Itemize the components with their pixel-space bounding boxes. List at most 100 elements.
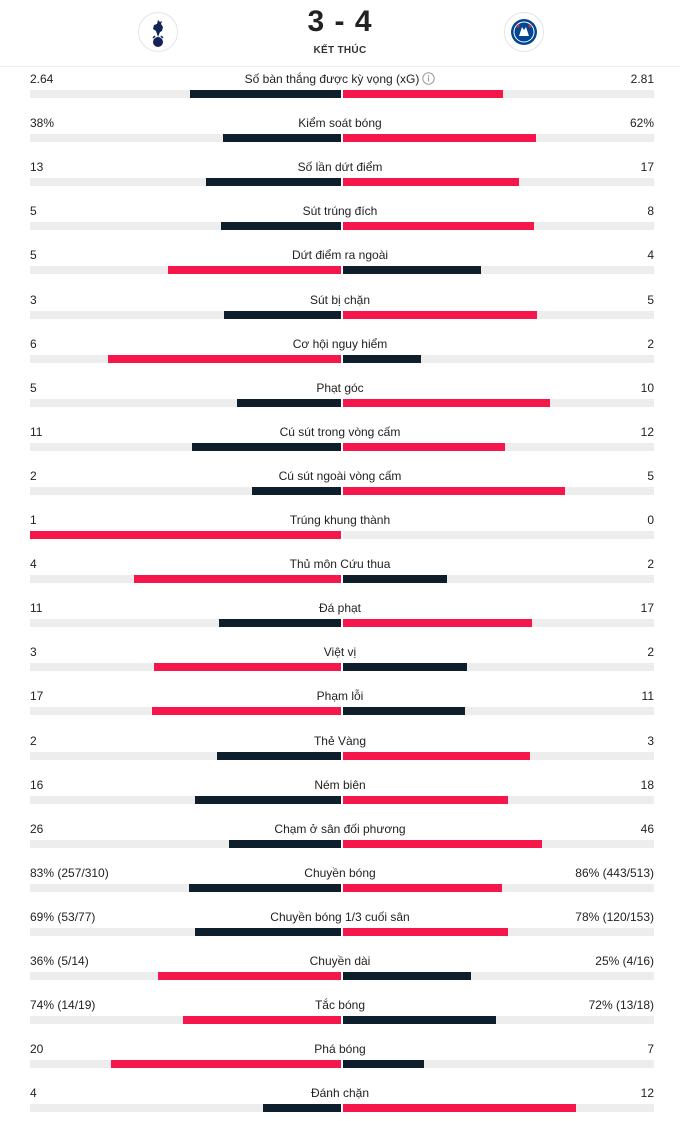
away-value: 0 (647, 513, 654, 527)
stat-bar-track (30, 1016, 654, 1025)
stat-label: Số bàn thắng được kỳ vọng (xG) (140, 72, 540, 88)
home-bar-track (30, 310, 341, 319)
stat-bar-track (30, 354, 654, 363)
stat-row: 3 Sút bị chặn 5 (0, 287, 680, 331)
home-value: 38% (30, 116, 55, 131)
away-value: 2 (647, 336, 654, 351)
home-value: 6 (30, 336, 37, 351)
away-bar (343, 972, 471, 980)
home-value: 36% (5/14) (30, 954, 89, 968)
chelsea-crest-icon[interactable] (504, 12, 544, 52)
away-value: 72% (13/18) (588, 998, 654, 1013)
stat-label: Chạm ở sân đối phương (140, 822, 540, 836)
away-value: 17 (640, 601, 654, 616)
stat-label-text: Phá bóng (314, 1042, 366, 1057)
stat-bar-track (30, 178, 654, 187)
away-value: 12 (640, 424, 654, 439)
stat-row: 2.64 Số bàn thắng được kỳ vọng (xG) 2.81 (0, 66, 680, 110)
stat-label: Cú sút ngoài vòng cấm (140, 469, 540, 483)
stat-label: Đá phạt (140, 601, 540, 615)
away-value: 46 (640, 821, 654, 836)
stat-label: Ném biên (140, 778, 540, 792)
home-value: 11 (30, 601, 43, 616)
match-score: 3 - 4 (307, 5, 373, 38)
stat-label-text: Dứt điểm ra ngoài (291, 248, 389, 263)
stat-bar-track (30, 663, 654, 672)
stat-label: Chuyền bóng 1/3 cuối sân (140, 910, 540, 924)
away-bar (343, 927, 508, 936)
stat-row: 13 Số lần dứt điểm 17 (0, 154, 680, 198)
away-value: 2 (647, 557, 654, 572)
info-icon[interactable] (422, 72, 436, 88)
stat-bar-track (30, 531, 654, 539)
stat-label-text: Sút trúng đích (302, 204, 378, 219)
away-value: 5 (647, 292, 654, 307)
stat-label: Phá bóng (140, 1042, 540, 1056)
stat-bar-track (30, 795, 654, 804)
away-value: 18 (640, 777, 654, 792)
home-bar-track (30, 795, 341, 804)
home-bar-track (30, 927, 341, 936)
away-bar-track (343, 972, 654, 980)
away-value: 10 (640, 380, 654, 395)
home-value: 4 (30, 557, 37, 572)
away-bar-track (343, 707, 654, 716)
stat-bar-track (30, 134, 654, 143)
stat-label: Đánh chặn (140, 1086, 540, 1100)
home-bar (223, 134, 341, 143)
away-bar (343, 398, 550, 407)
stat-label: Trúng khung thành (140, 513, 540, 527)
stat-bar-track (30, 575, 654, 584)
away-value: 4 (647, 248, 654, 263)
away-value: 17 (640, 160, 654, 175)
away-bar (343, 354, 421, 363)
home-value: 5 (30, 380, 37, 395)
stat-row: 1 Trúng khung thành 0 (0, 507, 680, 551)
stat-label-text: Chuyền bóng (304, 865, 376, 880)
stat-label-text: Số lần dứt điểm (297, 160, 383, 175)
home-bar-track (30, 486, 341, 495)
home-bar (206, 178, 341, 187)
stat-row: 69% (53/77) Chuyền bóng 1/3 cuối sân 78% (… (0, 904, 680, 948)
stat-row: 38% Kiểm soát bóng 62% (0, 110, 680, 154)
home-value: 2 (30, 468, 37, 483)
away-value: 5 (647, 468, 654, 483)
away-value: 7 (647, 1042, 654, 1057)
stat-row: 17 Phạm lỗi 11 (0, 683, 680, 727)
home-bar (30, 531, 341, 539)
stat-label-text: Chuyền bóng 1/3 cuối sân (270, 909, 410, 924)
away-bar (343, 707, 465, 716)
home-value: 3 (30, 292, 37, 307)
stat-label-text: Ném biên (314, 777, 366, 792)
home-value: 16 (30, 777, 44, 792)
away-bar (343, 134, 536, 143)
home-bar (192, 442, 341, 451)
stat-label-text: Chạm ở sân đối phương (274, 821, 406, 836)
home-value: 83% (257/310) (30, 865, 109, 880)
stat-row: 4 Đánh chặn 12 (0, 1080, 680, 1121)
home-value: 4 (30, 1086, 37, 1101)
home-value: 3 (30, 645, 37, 660)
away-bar (343, 751, 530, 760)
stat-bar-track (30, 1060, 654, 1069)
tottenham-crest-icon[interactable] (138, 12, 178, 52)
away-bar (343, 266, 481, 275)
home-bar (195, 795, 341, 804)
stat-label-text: Chuyền dài (309, 954, 371, 968)
stat-bar-track (30, 707, 654, 716)
stat-label-text: Thẻ Vàng (313, 733, 367, 748)
home-bar (263, 1104, 341, 1113)
stat-label-text: Thủ môn Cứu thua (289, 557, 391, 572)
stat-label-text: Tắc bóng (314, 998, 366, 1013)
away-bar-track (343, 1060, 654, 1069)
stat-label: Thẻ Vàng (140, 734, 540, 748)
home-value: 1 (30, 513, 37, 527)
away-bar (343, 619, 532, 628)
stat-row: 20 Phá bóng 7 (0, 1036, 680, 1080)
away-bar-track (343, 266, 654, 275)
home-value: 11 (30, 424, 43, 439)
stat-label: Sút trúng đích (140, 204, 540, 218)
stat-bar-track (30, 883, 654, 892)
stat-label-text: Sút bị chặn (309, 292, 371, 307)
home-value: 74% (14/19) (30, 998, 96, 1013)
